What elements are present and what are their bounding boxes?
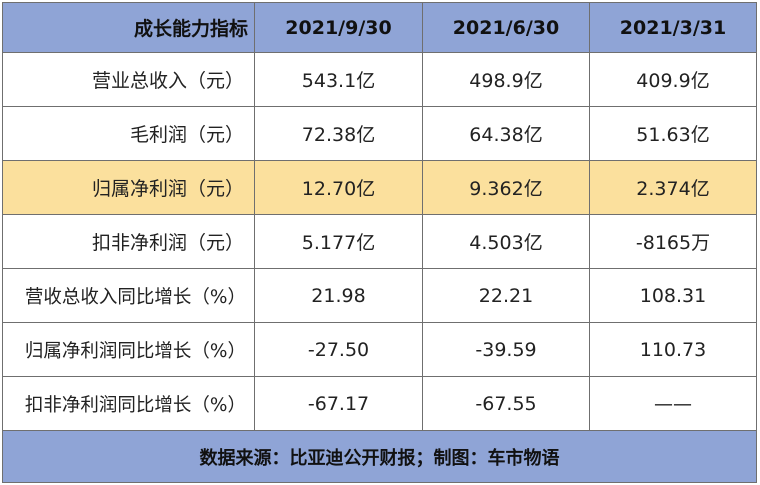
table-row-gross-profit: 毛利润（元） 72.38亿 64.38亿 51.63亿 <box>2 106 757 161</box>
cell-value: 543.1亿 <box>254 52 423 107</box>
cell-value: 21.98 <box>254 268 423 323</box>
cell-value: 108.31 <box>589 268 757 323</box>
cell-value: 22.21 <box>422 268 590 323</box>
cell-value: 9.362亿 <box>422 160 590 215</box>
header-date-2021-9-30: 2021/9/30 <box>254 2 423 53</box>
cell-value: -8165万 <box>589 214 757 269</box>
cell-value: 110.73 <box>589 322 757 377</box>
cell-value: 5.177亿 <box>254 214 423 269</box>
row-label: 归属净利润同比增长（%） <box>2 322 255 377</box>
header-date-2021-3-31: 2021/3/31 <box>589 2 757 53</box>
cell-value: 409.9亿 <box>589 52 757 107</box>
table-row-total-revenue: 营业总收入（元） 543.1亿 498.9亿 409.9亿 <box>2 52 757 107</box>
cell-value: 51.63亿 <box>589 106 757 161</box>
cell-value: 2.374亿 <box>589 160 757 215</box>
table-row-revenue-yoy-growth: 营收总收入同比增长（%） 21.98 22.21 108.31 <box>2 268 757 323</box>
row-label: 扣非净利润同比增长（%） <box>2 376 255 431</box>
row-label: 毛利润（元） <box>2 106 255 161</box>
cell-value: —— <box>589 376 757 431</box>
row-label: 扣非净利润（元） <box>2 214 255 269</box>
row-label: 营业总收入（元） <box>2 52 255 107</box>
source-credit: 数据来源：比亚迪公开财报；制图：车市物语 <box>2 430 757 483</box>
cell-value: -39.59 <box>422 322 590 377</box>
cell-value: 498.9亿 <box>422 52 590 107</box>
row-label: 营收总收入同比增长（%） <box>2 268 255 323</box>
cell-value: -67.55 <box>422 376 590 431</box>
cell-value: 4.503亿 <box>422 214 590 269</box>
header-date-2021-6-30: 2021/6/30 <box>422 2 590 53</box>
cell-value: 72.38亿 <box>254 106 423 161</box>
cell-value: -67.17 <box>254 376 423 431</box>
table-row-non-gaap-net-profit: 扣非净利润（元） 5.177亿 4.503亿 -8165万 <box>2 214 757 269</box>
header-metric-label: 成长能力指标 <box>2 2 255 53</box>
cell-value: -27.50 <box>254 322 423 377</box>
row-label: 归属净利润（元） <box>2 160 255 215</box>
table-header-row: 成长能力指标 2021/9/30 2021/6/30 2021/3/31 <box>2 2 757 53</box>
table-row-net-profit-yoy-growth: 归属净利润同比增长（%） -27.50 -39.59 110.73 <box>2 322 757 377</box>
table-footer-row: 数据来源：比亚迪公开财报；制图：车市物语 <box>2 430 757 483</box>
cell-value: 64.38亿 <box>422 106 590 161</box>
table-row-non-gaap-yoy-growth: 扣非净利润同比增长（%） -67.17 -67.55 —— <box>2 376 757 431</box>
cell-value: 12.70亿 <box>254 160 423 215</box>
table-row-net-profit-attributable: 归属净利润（元） 12.70亿 9.362亿 2.374亿 <box>2 160 757 215</box>
